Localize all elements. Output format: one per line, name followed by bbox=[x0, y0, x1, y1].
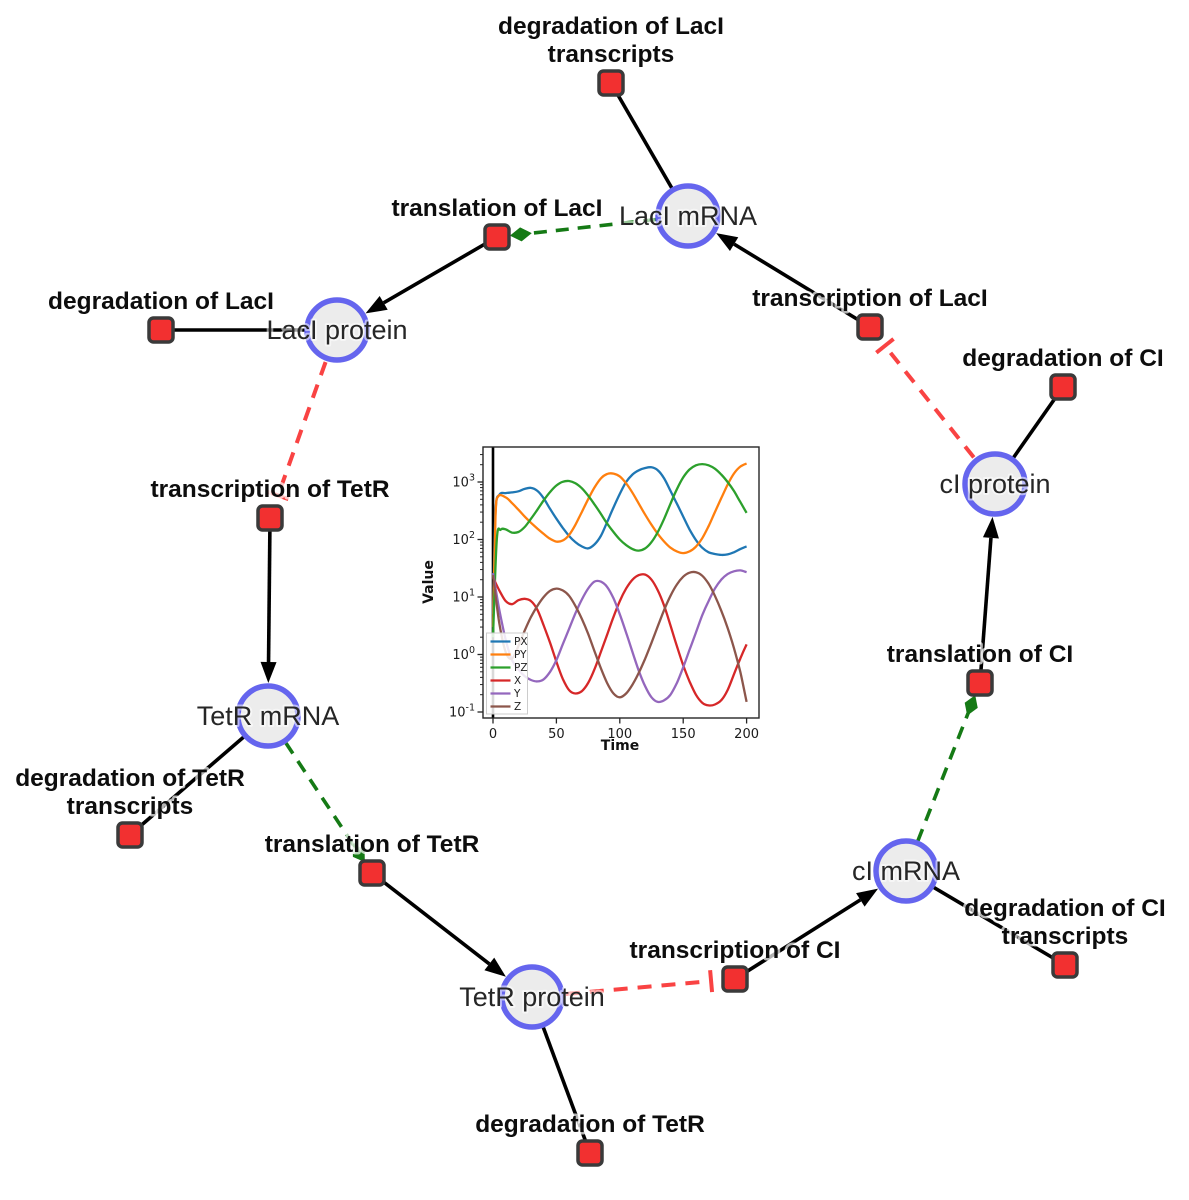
reaction-node-transcription_TetR[interactable] bbox=[256, 504, 284, 532]
series-X bbox=[491, 573, 748, 707]
x-axis-label: Time bbox=[601, 738, 639, 754]
legend-label-X: X bbox=[514, 675, 521, 687]
series-PZ bbox=[491, 462, 748, 638]
edge-TetR_protein-transcription_CI-tee bbox=[708, 969, 715, 993]
reaction-node-degradation_LacI_transcripts[interactable] bbox=[597, 69, 625, 97]
species-label: TetR protein bbox=[459, 982, 605, 1012]
reaction-label: translation of CI bbox=[887, 641, 1073, 668]
legend-label-PY: PY bbox=[514, 649, 527, 661]
reaction-label: transcription of CI bbox=[630, 937, 841, 964]
plot-spines bbox=[482, 446, 760, 719]
edge-transcription_TetR-TetR_mRNA bbox=[266, 517, 272, 663]
species-node-TetR_protein[interactable] bbox=[499, 964, 565, 1030]
reaction-node-degradation_CI[interactable] bbox=[1049, 373, 1077, 401]
reaction-node-degradation_TetR[interactable] bbox=[576, 1139, 604, 1167]
species-node-LacI_protein[interactable] bbox=[304, 297, 370, 363]
edge-transcription_LacI-LacI_mRNA-arrowhead bbox=[716, 233, 739, 251]
edge-LacI_protein-transcription_TetR bbox=[279, 361, 328, 488]
y-tick-label: 101 bbox=[452, 588, 475, 606]
edge-translation_LacI-LacI_protein-arrowhead bbox=[365, 295, 388, 314]
edge-cI_mRNA-translation_CI-diamond bbox=[964, 695, 978, 716]
edge-translation_TetR-TetR_protein-arrowhead bbox=[484, 957, 506, 977]
edge-translation_CI-cI_protein-arrowhead bbox=[982, 516, 999, 539]
series-PX bbox=[491, 466, 748, 615]
reaction-node-transcription_LacI[interactable] bbox=[856, 313, 884, 341]
species-node-LacI_mRNA[interactable] bbox=[655, 183, 721, 249]
legend-label-PX: PX bbox=[514, 636, 528, 648]
y-tick-label: 100 bbox=[452, 645, 475, 663]
reaction-label: transcripts bbox=[548, 41, 675, 68]
species-label: TetR mRNA bbox=[197, 701, 340, 731]
legend-label-Z: Z bbox=[514, 701, 521, 713]
species-node-TetR_mRNA[interactable] bbox=[235, 683, 301, 749]
reaction-label: transcription of TetR bbox=[150, 476, 389, 503]
species-node-cI_protein[interactable] bbox=[962, 451, 1028, 517]
series-Y bbox=[491, 569, 747, 704]
reaction-label: degradation of CI bbox=[962, 345, 1163, 372]
species-label: LacI mRNA bbox=[619, 201, 757, 231]
reaction-node-degradation_LacI[interactable] bbox=[147, 316, 175, 344]
edge-transcription_TetR-TetR_mRNA-arrowhead bbox=[260, 661, 277, 684]
reaction-node-transcription_CI[interactable] bbox=[721, 965, 749, 993]
y-tick-label: 103 bbox=[452, 473, 475, 491]
edge-translation_LacI-LacI_protein bbox=[382, 235, 498, 305]
labels-layer: degradation of LacItranscriptstranslatio… bbox=[13, 11, 1169, 1141]
reaction-label: degradation of LacI bbox=[498, 13, 724, 40]
edge-LacI_mRNA-translation_LacI-diamond bbox=[509, 227, 532, 242]
reaction-label: translation of TetR bbox=[265, 831, 480, 858]
y-tick-label: 10-1 bbox=[449, 703, 475, 721]
reaction-node-degradation_TetR_transcripts[interactable] bbox=[116, 821, 144, 849]
reaction-label: transcripts bbox=[67, 793, 194, 820]
reaction-label: degradation of LacI bbox=[48, 288, 274, 315]
reaction-node-translation_CI[interactable] bbox=[966, 669, 994, 697]
legend-label-Y: Y bbox=[513, 688, 521, 700]
edge-translation_TetR-TetR_protein bbox=[370, 871, 491, 966]
reaction-label: degradation of CI bbox=[964, 895, 1165, 922]
series-Z bbox=[491, 570, 748, 703]
x-tick-label: 150 bbox=[671, 727, 696, 742]
x-tick-label: 200 bbox=[734, 727, 759, 742]
edge-cI_protein-transcription_LacI-tee bbox=[875, 337, 895, 355]
edge-transcription_LacI-LacI_mRNA bbox=[733, 242, 871, 329]
reaction-node-translation_TetR[interactable] bbox=[358, 859, 386, 887]
legend-box bbox=[486, 632, 528, 715]
legend-label-PZ: PZ bbox=[514, 662, 528, 674]
x-tick-label: 100 bbox=[607, 727, 632, 742]
x-tick-label: 0 bbox=[489, 727, 497, 742]
edge-TetR_mRNA-translation_TetR-diamond bbox=[352, 843, 365, 863]
reaction-node-degradation_CI_transcripts[interactable] bbox=[1051, 951, 1079, 979]
edge-transcription_CI-cI_mRNA bbox=[734, 898, 862, 981]
edge-translation_CI-cI_protein bbox=[978, 537, 993, 684]
reaction-label: transcription of LacI bbox=[752, 285, 988, 312]
edge-LacI_protein-transcription_TetR-tee bbox=[267, 489, 290, 501]
x-tick-label: 50 bbox=[548, 727, 565, 742]
species-label: LacI protein bbox=[266, 315, 407, 345]
nodes-layer bbox=[116, 69, 1079, 1167]
reaction-node-translation_LacI[interactable] bbox=[483, 223, 511, 251]
species-node-cI_mRNA[interactable] bbox=[873, 838, 939, 904]
species-label: cI protein bbox=[939, 469, 1050, 499]
reaction-label: translation of LacI bbox=[391, 195, 602, 222]
reaction-label: degradation of TetR bbox=[475, 1111, 705, 1138]
species-label: cI mRNA bbox=[852, 856, 960, 886]
y-tick-label: 102 bbox=[452, 530, 475, 548]
reaction-label: transcripts bbox=[1002, 923, 1129, 950]
edge-cI_mRNA-translation_CI bbox=[916, 712, 970, 842]
edge-transcription_CI-cI_mRNA-arrowhead bbox=[856, 888, 879, 907]
reaction-label: degradation of TetR bbox=[15, 765, 245, 792]
y-axis-label: Value bbox=[421, 560, 437, 604]
